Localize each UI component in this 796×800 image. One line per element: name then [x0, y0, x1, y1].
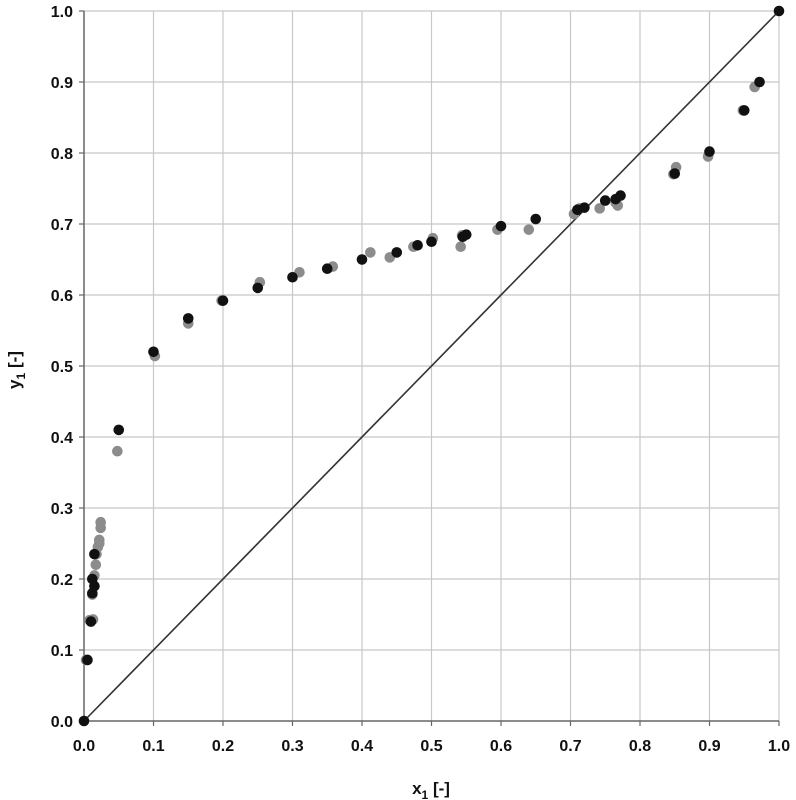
x-tick-label: 0.2	[212, 738, 234, 755]
x-tick-label: 0.8	[629, 738, 651, 755]
y-tick-label: 0.8	[51, 146, 73, 163]
data-points	[78, 5, 785, 727]
dark-data-point	[148, 346, 159, 358]
dark-data-point	[669, 168, 681, 179]
dark-data-point	[78, 715, 90, 727]
gridlines	[84, 10, 780, 721]
y-tick-label: 0.2	[51, 572, 73, 589]
dark-data-point	[738, 105, 750, 116]
dark-data-point	[495, 220, 507, 232]
x-tick-label: 1.0	[768, 738, 790, 755]
dark-data-point	[391, 247, 403, 258]
x-tick-label: 0.6	[490, 738, 512, 755]
x-tick-label: 0.9	[698, 738, 720, 755]
gray-data-point	[112, 445, 123, 457]
dark-data-point	[460, 229, 472, 240]
y-tick-label: 0.6	[51, 288, 73, 305]
dark-data-point	[754, 76, 765, 88]
dark-data-point	[773, 5, 785, 17]
dark-data-point	[252, 282, 264, 294]
x-axis-title: x1 [-]	[412, 779, 450, 800]
tick-labels: 0.0 0.1 0.2 0.3 0.4 0.5 0.6 0.7 0.8 0.9 1.0 0.0 0.1 0…	[51, 4, 790, 755]
gray-data-point	[95, 516, 106, 528]
x-tick-label: 0.3	[281, 738, 303, 755]
x-tick-label: 0.5	[420, 738, 442, 755]
dark-data-point	[217, 295, 229, 306]
series-gray-points	[80, 81, 760, 666]
dark-data-point	[89, 548, 100, 560]
dark-data-point	[113, 424, 125, 436]
gray-data-point	[594, 203, 605, 214]
dark-data-point	[182, 313, 194, 324]
series-dark-points	[78, 5, 785, 727]
gray-data-point	[523, 224, 535, 235]
dark-data-point	[579, 202, 590, 213]
reference-line-layer	[83, 10, 780, 722]
y-tick-label: 0.4	[51, 430, 73, 447]
dark-data-point	[426, 236, 437, 248]
dark-data-point	[89, 580, 100, 592]
x-tick-label: 0.0	[73, 738, 95, 755]
dark-data-point	[85, 616, 97, 627]
gray-data-point	[93, 534, 105, 546]
reference-diagonal-line	[83, 10, 780, 722]
y-tick-label: 0.7	[51, 217, 73, 234]
x-tick-label: 0.4	[351, 738, 373, 755]
gray-data-point	[365, 247, 376, 258]
dark-data-point	[412, 240, 423, 251]
dark-data-point	[356, 254, 368, 265]
y-tick-label: 0.0	[51, 714, 73, 731]
y-tick-label: 0.1	[51, 643, 73, 660]
x-tick-label: 0.7	[559, 738, 581, 755]
dark-data-point	[704, 146, 715, 157]
dark-data-point	[321, 263, 333, 275]
dark-data-point	[82, 654, 93, 666]
gray-data-point	[455, 241, 466, 253]
y-axis-title: y1 [-]	[5, 351, 28, 389]
dark-data-point	[287, 271, 298, 283]
y-tick-label: 0.9	[51, 75, 73, 92]
dark-data-point	[599, 195, 611, 206]
y-tick-label: 1.0	[51, 4, 73, 21]
gray-data-point	[90, 559, 102, 571]
x-tick-label: 0.1	[142, 738, 164, 755]
dark-data-point	[530, 213, 542, 225]
dark-data-point	[615, 190, 626, 201]
y-tick-label: 0.3	[51, 501, 73, 518]
y-tick-label: 0.5	[51, 359, 73, 376]
